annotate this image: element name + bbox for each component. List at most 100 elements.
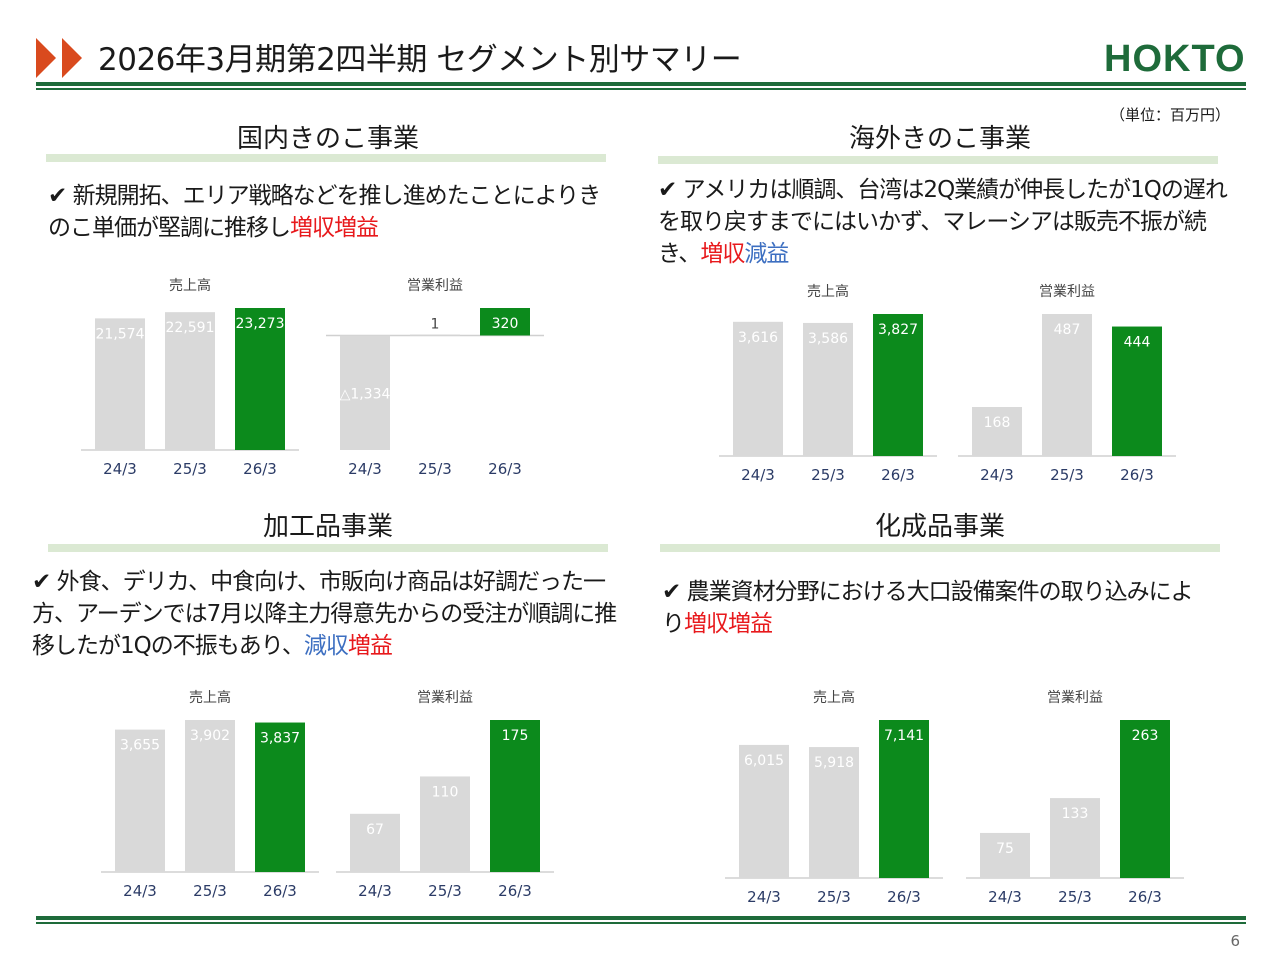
chart-chemical-sales: 売上高 6,015 24/3 5,918 25/3 7,141 26/3 xyxy=(725,689,943,906)
desc-keyword: 増益 xyxy=(334,215,379,241)
data-label: 3,902 xyxy=(190,728,230,744)
chart-title: 営業利益 xyxy=(417,690,473,706)
desc-keyword: 増益 xyxy=(347,633,393,659)
footer-rule-thin xyxy=(36,922,1246,924)
category-label: 24/3 xyxy=(348,460,382,478)
bar xyxy=(235,308,285,450)
bar xyxy=(420,776,470,872)
bar xyxy=(490,720,540,872)
category-label: 26/3 xyxy=(498,882,532,900)
data-label: 263 xyxy=(1132,728,1159,744)
desc-text: ✔ 外食、デリカ、中食向け、市販向け商品は好調だった一方、アーデンでは7月以降主… xyxy=(32,569,617,659)
desc-keyword: 増収 xyxy=(684,611,729,637)
category-label: 25/3 xyxy=(418,460,452,478)
category-label: 26/3 xyxy=(263,882,297,900)
unit-note: （単位：百万円） xyxy=(1110,106,1231,124)
header-rule xyxy=(36,82,1246,86)
category-label: 24/3 xyxy=(747,888,781,906)
data-label: 444 xyxy=(1124,335,1151,351)
bar xyxy=(809,747,859,878)
bar xyxy=(1112,326,1162,456)
header-arrows xyxy=(36,38,86,82)
bar xyxy=(803,322,853,456)
bar xyxy=(115,729,165,872)
segment-title-overseas: 海外きのこ事業 xyxy=(848,124,1031,154)
data-label: 23,273 xyxy=(236,316,285,332)
category-label: 24/3 xyxy=(988,888,1022,906)
desc-keyword: 増収 xyxy=(700,241,745,267)
segment-underline xyxy=(48,544,608,552)
segment-desc-domestic: ✔ 新規開拓、エリア戦略などを推し進めたことによりきのこ単価が堅調に推移し増収増… xyxy=(48,180,608,244)
data-label: 110 xyxy=(432,784,459,800)
desc-keyword: 減益 xyxy=(744,241,789,267)
segment-title-chemical: 化成品事業 xyxy=(874,512,1005,542)
segment-desc-processed: ✔ 外食、デリカ、中食向け、市販向け商品は好調だった一方、アーデンでは7月以降主… xyxy=(32,566,622,662)
segment-title-processed: 加工品事業 xyxy=(262,512,393,542)
data-label: 5,918 xyxy=(814,755,854,771)
chart-title: 営業利益 xyxy=(1039,284,1095,300)
bar xyxy=(972,407,1022,456)
desc-text: ✔ 新規開拓、エリア戦略などを推し進めたことによりきのこ単価が堅調に推移し xyxy=(48,183,601,241)
bar xyxy=(95,318,145,450)
bar xyxy=(255,722,305,872)
chart-title: 売上高 xyxy=(813,689,855,706)
category-label: 24/3 xyxy=(103,460,137,478)
chart-processed-profit: 営業利益 67 24/3 110 25/3 175 26/3 xyxy=(336,690,554,900)
category-label: 26/3 xyxy=(887,888,921,906)
desc-keyword: 増益 xyxy=(728,611,773,637)
data-label: 6,015 xyxy=(744,753,784,769)
chart-chemical-profit: 営業利益 75 24/3 133 25/3 263 26/3 xyxy=(966,690,1184,906)
chart-title: 営業利益 xyxy=(1047,690,1103,706)
segment-underline xyxy=(658,156,1218,164)
data-label: 487 xyxy=(1054,322,1081,338)
category-label: 25/3 xyxy=(811,466,845,484)
footer-rule xyxy=(36,916,1246,920)
data-label: 3,827 xyxy=(878,322,918,338)
chart-processed-sales: 売上高 3,655 24/3 3,902 25/3 3,837 26/3 xyxy=(101,689,319,900)
arrow-right-icon xyxy=(36,38,56,78)
chart-overseas-sales: 売上高 3,616 24/3 3,586 25/3 3,827 26/3 xyxy=(719,283,937,484)
data-label: 175 xyxy=(502,728,529,744)
desc-text: ✔ 農業資材分野における大口設備案件の取り込みにより xyxy=(662,579,1194,637)
segment-underline xyxy=(660,544,1220,552)
data-label: 21,574 xyxy=(96,326,145,342)
category-label: 25/3 xyxy=(817,888,851,906)
arrow-right-icon xyxy=(62,38,82,78)
bar xyxy=(739,744,789,878)
bar xyxy=(1120,720,1170,878)
data-label: 320 xyxy=(492,316,519,332)
data-label: 75 xyxy=(996,841,1014,857)
data-label: △1,334 xyxy=(340,387,391,403)
bar xyxy=(480,308,530,336)
bar xyxy=(350,813,400,872)
bar xyxy=(1050,798,1100,878)
category-label: 26/3 xyxy=(1120,466,1154,484)
chart-domestic-profit: 営業利益 △1,334 24/3 1 25/3 320 26/3 xyxy=(326,278,544,478)
category-label: 26/3 xyxy=(1128,888,1162,906)
data-label: 3,655 xyxy=(120,738,160,754)
chart-title: 売上高 xyxy=(169,277,211,294)
category-label: 25/3 xyxy=(1050,466,1084,484)
category-label: 26/3 xyxy=(881,466,915,484)
header-rule-thin xyxy=(36,88,1246,90)
chart-overseas-profit: 営業利益 168 24/3 487 25/3 444 26/3 xyxy=(958,284,1176,484)
bar xyxy=(873,314,923,456)
segment-underline xyxy=(46,154,606,162)
category-label: 25/3 xyxy=(193,882,227,900)
data-label: 3,586 xyxy=(808,331,848,347)
data-label: 67 xyxy=(366,822,384,838)
chart-title: 売上高 xyxy=(189,689,231,706)
page-number: 6 xyxy=(1230,932,1240,950)
category-label: 24/3 xyxy=(741,466,775,484)
category-label: 26/3 xyxy=(488,460,522,478)
chart-domestic-sales: 売上高 21,574 24/3 22,591 25/3 23,273 26/3 xyxy=(81,277,299,478)
hokto-logo: HOKTO xyxy=(1104,38,1246,80)
desc-keyword: 増収 xyxy=(290,215,335,241)
bar xyxy=(980,832,1030,878)
category-label: 24/3 xyxy=(358,882,392,900)
segment-title-domestic: 国内きのこ事業 xyxy=(236,124,419,154)
bar xyxy=(410,334,460,336)
bar xyxy=(733,321,783,456)
bar xyxy=(1042,314,1092,456)
category-label: 25/3 xyxy=(1058,888,1092,906)
